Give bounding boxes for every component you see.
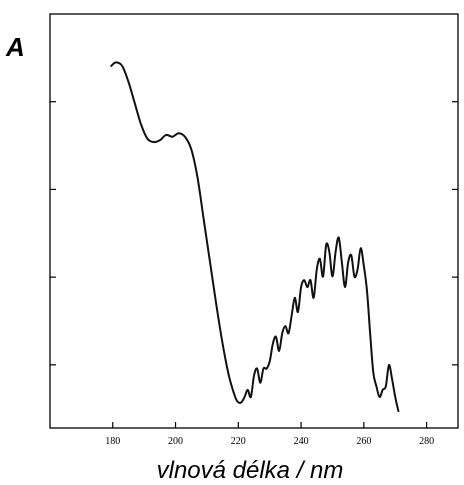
x-tick-label: 180: [105, 436, 120, 447]
axis-ticks: [50, 101, 458, 428]
x-tick-label: 220: [231, 436, 246, 447]
absorption-curve: [110, 61, 400, 413]
x-tick-label: 240: [294, 436, 309, 447]
plot-frame: [49, 13, 459, 429]
x-axis-title: vlnová délka / nm: [157, 457, 344, 484]
x-tick-label: 280: [419, 436, 434, 447]
x-tick-label: 260: [356, 436, 371, 447]
panel-label: A: [5, 32, 25, 62]
x-tick-label: 200: [168, 436, 183, 447]
